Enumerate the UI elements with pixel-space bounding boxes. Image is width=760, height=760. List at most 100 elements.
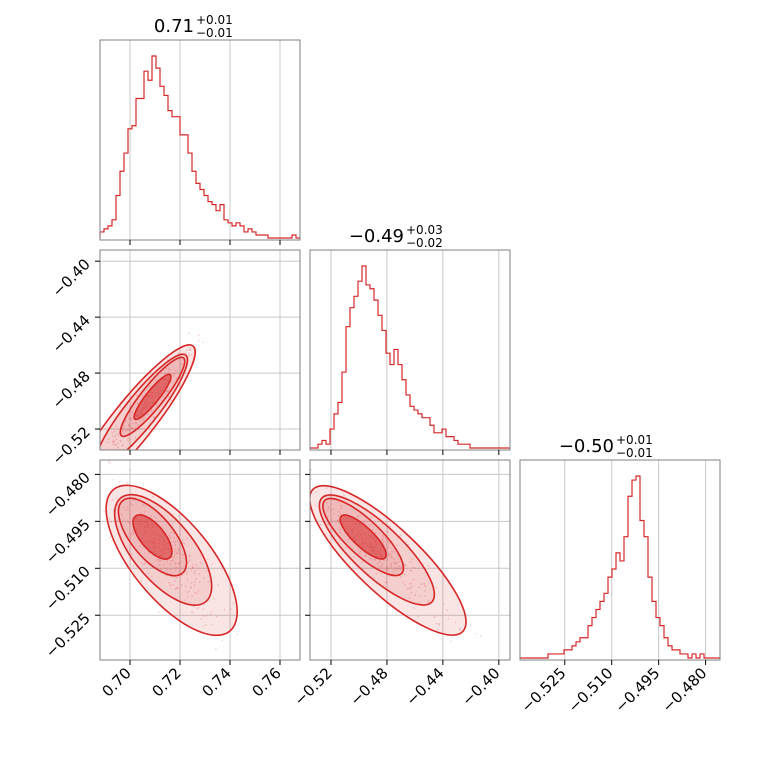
- sample-point: [384, 581, 387, 584]
- sample-point: [206, 558, 209, 561]
- sample-point: [128, 417, 131, 420]
- sample-point: [223, 608, 226, 611]
- sample-point: [414, 567, 417, 569]
- sample-point: [174, 550, 176, 553]
- histogram-step: [310, 265, 510, 449]
- sample-point: [143, 563, 146, 566]
- x-tick-label: −0.480: [658, 664, 710, 716]
- sample-point: [391, 550, 393, 553]
- sample-point: [406, 587, 409, 590]
- title-value: −0.50: [559, 436, 614, 457]
- sample-point: [189, 346, 192, 349]
- sample-point: [187, 355, 190, 357]
- sample-point: [435, 586, 438, 589]
- sample-point: [391, 555, 393, 558]
- sample-point: [141, 419, 144, 422]
- sample-point: [395, 567, 397, 570]
- sample-point: [131, 504, 134, 506]
- sample-point: [394, 562, 397, 565]
- sample-point: [381, 565, 384, 567]
- sample-point: [112, 435, 114, 438]
- sample-point: [188, 555, 191, 558]
- sample-point: [175, 552, 178, 555]
- sample-point: [174, 569, 177, 572]
- sample-point: [139, 511, 142, 514]
- x-tick-label: 0.76: [248, 664, 284, 700]
- sample-point: [423, 582, 425, 585]
- sample-point: [177, 548, 180, 551]
- sample-point: [408, 582, 411, 585]
- sample-point: [189, 559, 192, 561]
- sample-point: [154, 516, 157, 519]
- sample-point: [167, 390, 170, 392]
- sample-point: [339, 531, 342, 534]
- sample-point: [190, 610, 193, 613]
- sample-point: [399, 568, 402, 571]
- sample-point: [411, 586, 413, 588]
- title-value: 0.71: [154, 16, 194, 37]
- sample-point: [169, 536, 172, 539]
- sample-point: [128, 424, 131, 427]
- sample-point: [395, 562, 398, 564]
- sample-point: [131, 412, 134, 415]
- sample-point: [109, 453, 111, 455]
- sample-point: [390, 562, 393, 565]
- sample-point: [171, 522, 174, 525]
- sample-point: [111, 432, 114, 434]
- sample-point: [125, 429, 127, 432]
- sample-point: [386, 567, 389, 570]
- panel-frame: [309, 249, 511, 451]
- sample-point: [122, 425, 125, 427]
- sample-point: [379, 560, 381, 562]
- sample-point: [221, 639, 224, 642]
- sample-point: [176, 586, 179, 589]
- sample-point: [393, 557, 395, 560]
- sample-point: [307, 503, 309, 505]
- sample-point: [175, 562, 178, 565]
- sample-point: [170, 559, 173, 562]
- sample-point: [187, 561, 190, 564]
- sample-point: [170, 399, 173, 402]
- sample-point: [155, 404, 158, 407]
- sample-point: [339, 528, 341, 531]
- sample-point: [127, 437, 130, 440]
- sample-point: [387, 553, 389, 555]
- sample-point: [191, 566, 194, 568]
- sample-point: [303, 477, 305, 479]
- sample-point: [202, 615, 205, 617]
- sample-point: [364, 554, 367, 557]
- sample-point: [115, 443, 118, 446]
- sample-point: [122, 428, 124, 430]
- sample-point: [98, 475, 100, 477]
- sample-point: [176, 540, 179, 543]
- sample-point: [112, 443, 114, 446]
- plot-area: [51, 332, 205, 532]
- sample-point: [193, 570, 196, 573]
- sample-point: [167, 367, 170, 370]
- sample-point: [140, 580, 142, 582]
- sample-point: [200, 618, 203, 620]
- sample-point: [420, 583, 423, 586]
- sample-point: [120, 513, 123, 516]
- sample-point: [51, 530, 53, 532]
- sample-point: [202, 625, 205, 627]
- sample-point: [116, 446, 119, 449]
- sample-point: [390, 565, 393, 568]
- sample-point: [357, 514, 360, 517]
- sample-point: [152, 416, 155, 418]
- sample-point: [122, 445, 124, 447]
- sample-point: [458, 629, 461, 631]
- sample-point: [97, 488, 99, 490]
- sample-point: [370, 516, 373, 519]
- sample-point: [409, 569, 412, 572]
- sample-point: [134, 436, 137, 439]
- sample-point: [190, 586, 192, 589]
- x-tick-label: 0.72: [148, 664, 184, 700]
- sample-point: [400, 566, 402, 568]
- sample-point: [192, 605, 195, 608]
- sample-point: [192, 566, 195, 569]
- sample-point: [112, 441, 114, 444]
- sample-point: [152, 495, 154, 498]
- sample-point: [158, 560, 161, 563]
- sample-point: [337, 514, 340, 517]
